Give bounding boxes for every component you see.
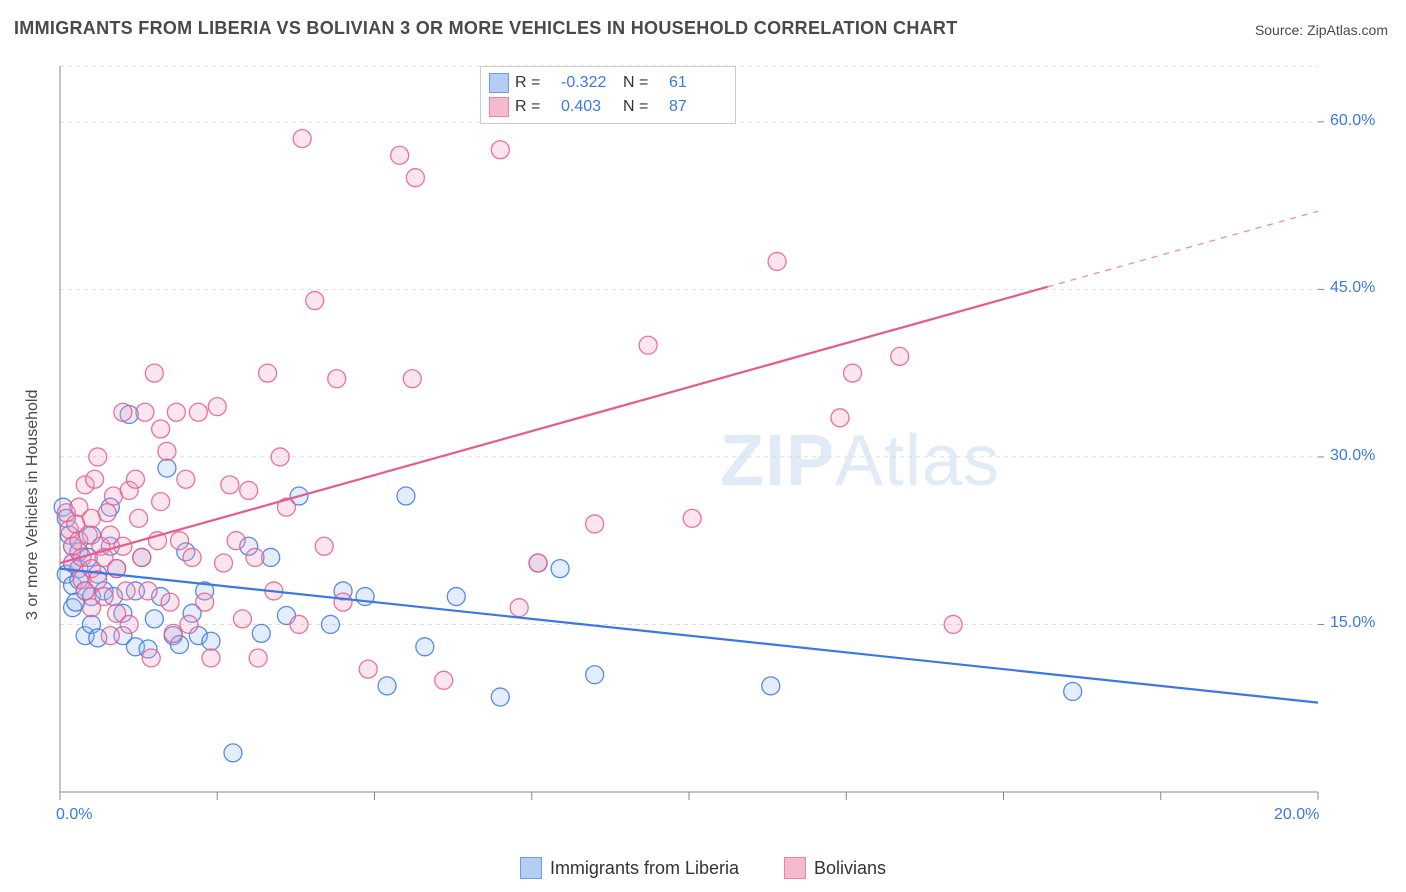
legend-label-bolivians: Bolivians xyxy=(814,858,886,879)
y-axis-label: 3 or more Vehicles in Household xyxy=(24,390,42,620)
series-legend: Immigrants from Liberia Bolivians xyxy=(0,857,1406,884)
legend-item-liberia: Immigrants from Liberia xyxy=(520,857,739,879)
liberia-n-value: 61 xyxy=(669,74,725,92)
liberia-r-value: -0.322 xyxy=(561,74,617,92)
axis-tick-label: 0.0% xyxy=(56,806,92,824)
stats-row-liberia: R = -0.322 N = 61 xyxy=(489,71,725,95)
bolivians-n-value: 87 xyxy=(669,98,725,116)
legend-item-bolivians: Bolivians xyxy=(784,857,886,879)
axis-tick-label: 60.0% xyxy=(1330,112,1375,130)
axis-tick-label: 20.0% xyxy=(1274,806,1319,824)
swatch-liberia xyxy=(489,73,509,93)
source-prefix: Source: xyxy=(1255,22,1307,38)
scatter-plot xyxy=(52,60,1388,820)
stats-legend: R = -0.322 N = 61 R = 0.403 N = 87 xyxy=(480,66,736,124)
n-label: N = xyxy=(623,74,663,92)
axis-tick-label: 15.0% xyxy=(1330,614,1375,632)
bolivians-r-value: 0.403 xyxy=(561,98,617,116)
r-label: R = xyxy=(515,74,555,92)
swatch-bolivians xyxy=(784,857,806,879)
axis-tick-label: 45.0% xyxy=(1330,279,1375,297)
r-label: R = xyxy=(515,98,555,116)
stats-row-bolivians: R = 0.403 N = 87 xyxy=(489,95,725,119)
source-name: ZipAtlas.com xyxy=(1307,22,1388,38)
legend-label-liberia: Immigrants from Liberia xyxy=(550,858,739,879)
source-attribution: Source: ZipAtlas.com xyxy=(1255,22,1388,38)
n-label: N = xyxy=(623,98,663,116)
swatch-liberia xyxy=(520,857,542,879)
axis-tick-label: 30.0% xyxy=(1330,447,1375,465)
swatch-bolivians xyxy=(489,97,509,117)
chart-title: IMMIGRANTS FROM LIBERIA VS BOLIVIAN 3 OR… xyxy=(14,18,958,39)
